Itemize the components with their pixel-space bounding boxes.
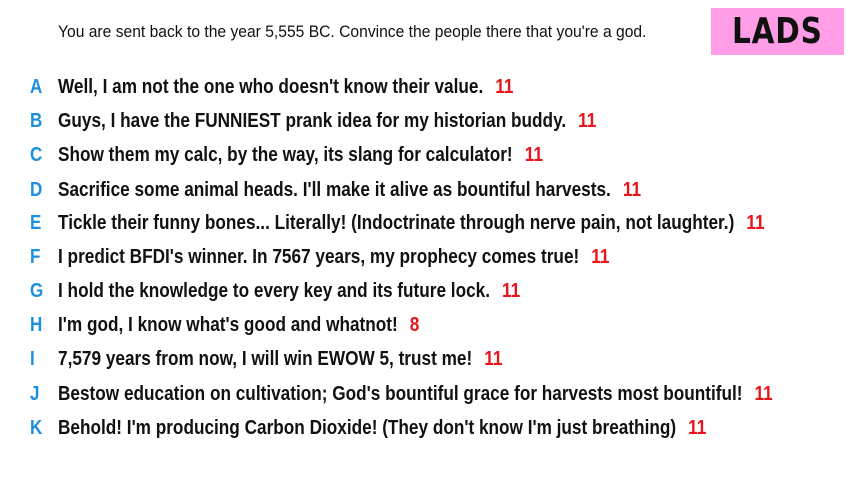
response-text: I hold the knowledge to every key and it…: [58, 279, 491, 302]
response-line: Well, I am not the one who doesn't know …: [58, 76, 513, 99]
response-line: I'm god, I know what's good and whatnot!…: [58, 314, 419, 337]
response-text: Well, I am not the one who doesn't know …: [58, 75, 484, 98]
response-letter: J: [30, 382, 40, 405]
response-line: I predict BFDI's winner. In 7567 years, …: [58, 246, 609, 269]
word-count: 8: [409, 313, 420, 336]
word-count: 11: [484, 347, 503, 370]
response-line: Behold! I'm producing Carbon Dioxide! (T…: [58, 417, 706, 440]
response-letter: B: [30, 109, 43, 132]
word-count: 11: [688, 416, 707, 439]
response-text: Guys, I have the FUNNIEST prank idea for…: [58, 109, 567, 132]
word-count: 11: [495, 75, 514, 98]
response-letter: A: [30, 75, 43, 98]
response-letter: G: [30, 279, 44, 302]
word-count: 11: [502, 279, 521, 302]
team-badge: LADS: [711, 8, 844, 55]
word-count: 11: [622, 178, 642, 201]
word-count: 11: [746, 211, 765, 234]
word-count: 11: [524, 143, 543, 166]
response-line: Show them my calc, by the way, its slang…: [58, 144, 543, 167]
response-line: Bestow education on cultivation; God's b…: [58, 383, 773, 406]
word-count: 11: [591, 245, 610, 268]
prompt-text: You are sent back to the year 5,555 BC. …: [58, 22, 647, 41]
response-letter: C: [30, 143, 43, 166]
word-count: 11: [754, 382, 773, 405]
word-count: 11: [578, 109, 597, 132]
response-text: Behold! I'm producing Carbon Dioxide! (T…: [58, 416, 677, 439]
response-text: Show them my calc, by the way, its slang…: [58, 143, 513, 166]
response-letter: D: [30, 178, 43, 201]
response-text: Tickle their funny bones... Literally! (…: [58, 211, 735, 234]
response-line: Guys, I have the FUNNIEST prank idea for…: [58, 110, 596, 133]
response-line: Sacrifice some animal heads. I'll make i…: [58, 179, 641, 202]
response-text: Sacrifice some animal heads. I'll make i…: [58, 178, 611, 201]
response-letter: H: [30, 313, 43, 336]
response-text: 7,579 years from now, I will win EWOW 5,…: [58, 347, 473, 370]
response-text: I'm god, I know what's good and whatnot!: [58, 313, 398, 336]
response-letter: K: [30, 416, 43, 439]
response-text: I predict BFDI's winner. In 7567 years, …: [58, 245, 580, 268]
response-line: 7,579 years from now, I will win EWOW 5,…: [58, 348, 502, 371]
response-line: Tickle their funny bones... Literally! (…: [58, 212, 765, 235]
response-letter: I: [30, 347, 35, 370]
response-line: I hold the knowledge to every key and it…: [58, 280, 520, 303]
response-text: Bestow education on cultivation; God's b…: [58, 382, 743, 405]
response-letter: E: [30, 211, 42, 234]
team-name: LADS: [732, 11, 823, 52]
response-letter: F: [30, 245, 41, 268]
